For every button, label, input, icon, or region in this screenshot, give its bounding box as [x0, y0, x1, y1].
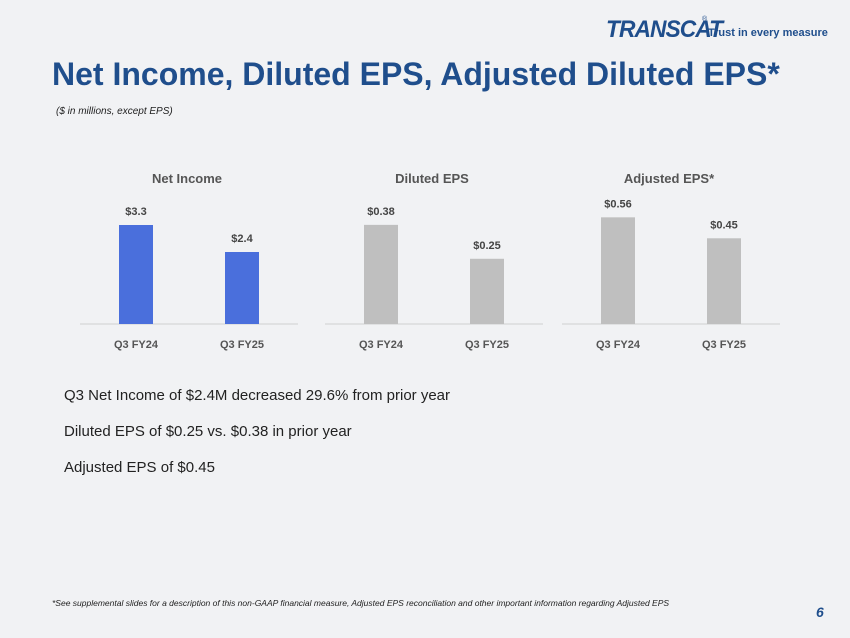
adjusted-eps-value-label-1: $0.56: [604, 198, 632, 210]
net-income-category-label-1: Q3 FY24: [114, 339, 159, 351]
adjusted-eps-category-label-1: Q3 FY24: [596, 339, 641, 351]
diluted-eps-value-label-1: $0.38: [367, 206, 395, 218]
footnote: *See supplemental slides for a descripti…: [52, 598, 670, 608]
logo-tagline: Trust in every measure: [708, 27, 828, 39]
net-income-chart-title: Net Income: [152, 171, 222, 186]
diluted-eps-value-label-2: $0.25: [473, 240, 501, 252]
net-income-value-label-2: $2.4: [231, 233, 253, 245]
logo-wordmark: TRANSCAT: [606, 16, 723, 43]
net-income-chart-svg: Net Income $3.3 Q3 FY24 $2.4 Q3 FY25: [80, 171, 298, 351]
net-income-chart: Net Income $3.3 Q3 FY24 $2.4 Q3 FY25: [70, 160, 310, 360]
diluted-eps-category-label-1: Q3 FY24: [359, 339, 404, 351]
page-number: 6: [816, 604, 824, 620]
adjusted-eps-chart: Adjusted EPS* $0.56 Q3 FY24 $0.45 Q3 FY25: [552, 160, 792, 360]
units-note: ($ in millions, except EPS): [56, 106, 173, 117]
adjusted-eps-chart-svg: Adjusted EPS* $0.56 Q3 FY24 $0.45 Q3 FY25: [562, 171, 780, 351]
net-income-bar-2: [225, 252, 259, 324]
adjusted-eps-value-label-2: $0.45: [710, 219, 738, 231]
net-income-bar-1: [119, 225, 153, 324]
page-title: Net Income, Diluted EPS, Adjusted Dilute…: [52, 56, 780, 92]
summary-bullets: Q3 Net Income of $2.4M decreased 29.6% f…: [64, 386, 450, 494]
bullet-net-income: Q3 Net Income of $2.4M decreased 29.6% f…: [64, 387, 451, 404]
net-income-category-label-2: Q3 FY25: [220, 339, 264, 351]
bullet-adjusted-eps: Adjusted EPS of $0.45: [64, 459, 215, 476]
logo-registered-mark: ®: [702, 16, 708, 23]
adjusted-eps-chart-title: Adjusted EPS*: [624, 171, 715, 186]
diluted-eps-category-label-2: Q3 FY25: [465, 339, 509, 351]
adjusted-eps-bar-2: [707, 238, 741, 324]
diluted-eps-chart-title: Diluted EPS: [395, 171, 469, 186]
adjusted-eps-bar-1: [601, 217, 635, 324]
net-income-value-label-1: $3.3: [125, 206, 146, 218]
diluted-eps-chart: Diluted EPS $0.38 Q3 FY24 $0.25 Q3 FY25: [315, 160, 555, 360]
diluted-eps-bar-1: [364, 224, 398, 324]
diluted-eps-bar-2: [470, 258, 504, 324]
diluted-eps-chart-svg: Diluted EPS $0.38 Q3 FY24 $0.25 Q3 FY25: [325, 171, 543, 351]
bullet-diluted-eps: Diluted EPS of $0.25 vs. $0.38 in prior …: [64, 423, 352, 440]
adjusted-eps-category-label-2: Q3 FY25: [702, 339, 746, 351]
transcat-logo: TRANSCAT ® Trust in every measure: [606, 16, 828, 44]
